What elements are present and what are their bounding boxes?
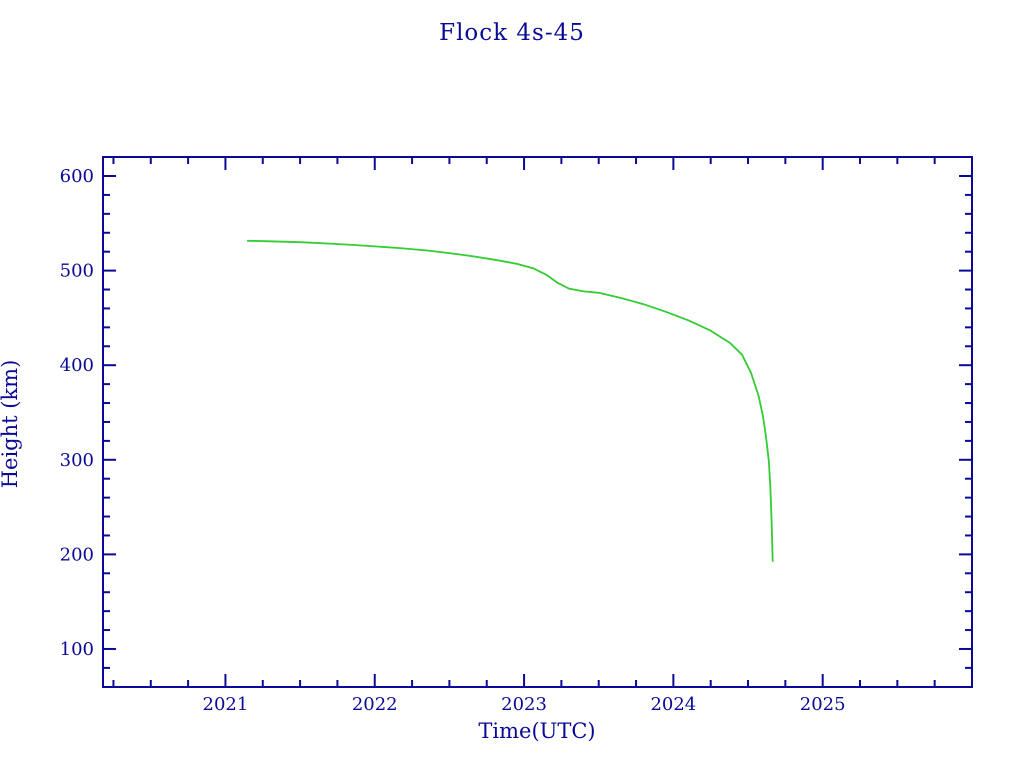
x-tick-label: 2023: [501, 694, 547, 715]
y-tick-label: 600: [60, 166, 94, 187]
y-tick-label: 400: [60, 355, 94, 376]
chart-title: Flock 4s-45: [439, 20, 585, 46]
y-tick-label: 200: [60, 544, 94, 565]
x-tick-label: 2021: [203, 694, 249, 715]
y-tick-label: 100: [60, 639, 94, 660]
axis-ticks: 2021 2022 2023 2024 2025 100 200 300 400 500 600: [60, 157, 972, 715]
x-tick-label: 2022: [352, 694, 398, 715]
height-series-line: [246, 239, 774, 562]
x-tick-label: 2025: [800, 694, 846, 715]
x-tick-label: 2024: [650, 694, 696, 715]
y-tick-label: 300: [60, 450, 94, 471]
y-axis-label: Height (km): [0, 360, 22, 489]
y-tick-label: 500: [60, 261, 94, 282]
plot-frame: [102, 156, 973, 688]
x-axis-label: Time(UTC): [478, 719, 595, 743]
